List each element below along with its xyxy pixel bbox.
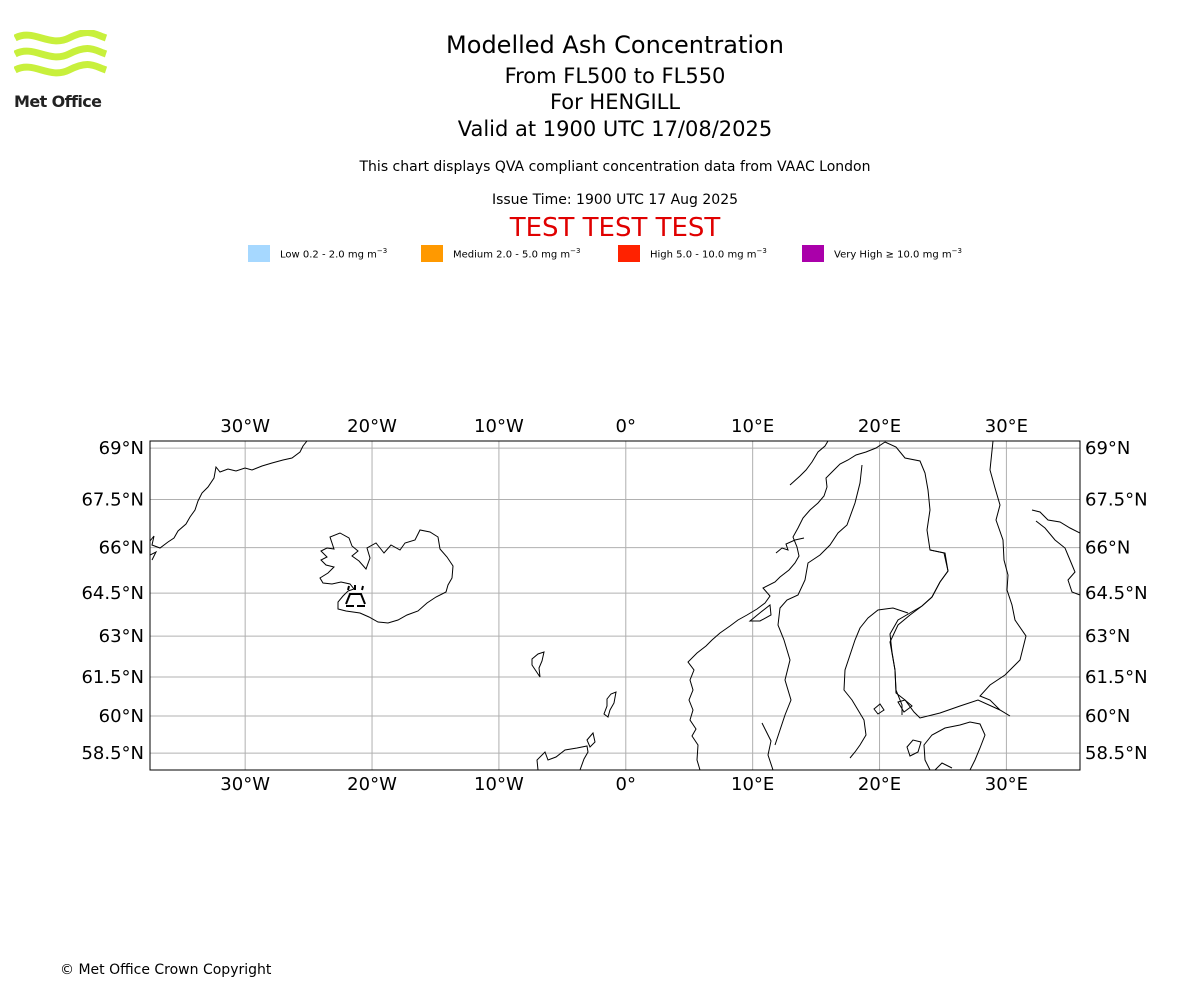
- legend-swatch-high: [618, 245, 640, 262]
- concentration-legend: Low 0.2 - 2.0 mg m−3 Medium 2.0 - 5.0 mg…: [0, 244, 1200, 264]
- kola-coastline: [1031, 509, 1080, 596]
- lat-label-right: 66°N: [1085, 538, 1130, 559]
- lon-label-top: 20°E: [858, 416, 901, 437]
- lon-label-top: 10°E: [731, 416, 774, 437]
- scotland-coastline: [536, 745, 589, 770]
- valid-time: Valid at 1900 UTC 17/08/2025: [457, 117, 773, 141]
- volcano-name: For HENGILL: [549, 90, 681, 114]
- lon-label-bottom: 30°E: [985, 774, 1028, 795]
- test-banner: TEST TEST TEST: [509, 213, 721, 243]
- lon-label-bottom: 10°E: [731, 774, 774, 795]
- estonia-coastline: [923, 721, 986, 770]
- flight-level-range: From FL500 to FL550: [504, 64, 726, 88]
- baltic-island: [906, 739, 922, 757]
- lon-label-top: 20°W: [347, 416, 397, 437]
- latitude-labels-left: 69°N 67.5°N 66°N 64.5°N 63°N 61.5°N 60°N 58.5°N: [81, 438, 144, 764]
- lon-label-bottom: 20°E: [858, 774, 901, 795]
- lat-label-left: 64.5°N: [81, 583, 144, 604]
- lat-label-left: 60°N: [99, 706, 144, 727]
- sweden-east-coast: [843, 607, 909, 759]
- map-gridlines: [150, 441, 1080, 770]
- legend-swatch-low: [248, 245, 270, 262]
- norway-islands: [775, 537, 805, 554]
- lat-label-left: 69°N: [99, 438, 144, 459]
- lat-label-left: 63°N: [99, 626, 144, 647]
- shetland-islands: [603, 691, 617, 718]
- met-office-logo: [14, 30, 108, 77]
- aland-islands: [873, 699, 913, 715]
- logo-wordmark: Met Office: [14, 92, 102, 111]
- copyright-notice: © Met Office Crown Copyright: [60, 962, 272, 978]
- norway-coastline: [687, 441, 886, 770]
- lat-label-left: 66°N: [99, 538, 144, 559]
- greenland-coastline: [150, 441, 308, 549]
- volcano-marker: [345, 585, 366, 607]
- legend-label-very-high: Very High ≥ 10.0 mg m−3: [834, 247, 962, 261]
- norway-north-islands: [789, 441, 829, 486]
- lat-label-right: 67.5°N: [1085, 489, 1148, 510]
- lat-label-left: 67.5°N: [81, 489, 144, 510]
- issue-time: Issue Time: 1900 UTC 17 Aug 2025: [491, 192, 739, 208]
- legend-label-high: High 5.0 - 10.0 mg m−3: [650, 247, 767, 261]
- chart-description: This chart displays QVA compliant concen…: [359, 159, 871, 175]
- lat-label-right: 69°N: [1085, 438, 1130, 459]
- lon-label-bottom: 10°W: [474, 774, 524, 795]
- norway-island-group: [748, 604, 772, 622]
- legend-swatch-very-high: [802, 245, 824, 262]
- longitude-labels-bottom: 30°W 20°W 10°W 0° 10°E 20°E 30°E: [220, 774, 1028, 795]
- greenland-coastline-fragment: [150, 550, 158, 561]
- latitude-labels-right: 69°N 67.5°N 66°N 64.5°N 63°N 61.5°N 60°N 58.5°N: [1085, 438, 1148, 764]
- iceland-coastline: [319, 529, 454, 624]
- orkney-islands: [586, 731, 596, 748]
- lon-label-bottom: 0°: [616, 774, 636, 795]
- lon-label-top: 0°: [616, 416, 636, 437]
- lat-label-right: 61.5°N: [1085, 667, 1148, 688]
- legend-swatch-medium: [421, 245, 443, 262]
- chart-title: Modelled Ash Concentration: [446, 31, 784, 59]
- finland-coastline: [889, 441, 1027, 719]
- legend-label-medium: Medium 2.0 - 5.0 mg m−3: [453, 247, 581, 261]
- norway-sweden-border: [774, 464, 863, 746]
- legend-label-low: Low 0.2 - 2.0 mg m−3: [280, 247, 388, 261]
- baltic-coast-fragment: [934, 762, 953, 770]
- longitude-labels-top: 30°W 20°W 10°W 0° 10°E 20°E 30°E: [220, 416, 1028, 437]
- lat-label-right: 60°N: [1085, 706, 1130, 727]
- lon-label-bottom: 30°W: [220, 774, 270, 795]
- lon-label-top: 10°W: [474, 416, 524, 437]
- lon-label-bottom: 20°W: [347, 774, 397, 795]
- lon-label-top: 30°E: [985, 416, 1028, 437]
- lat-label-left: 58.5°N: [81, 743, 144, 764]
- sweden-coastline: [761, 441, 949, 770]
- map-frame: [149, 440, 1081, 771]
- lat-label-right: 64.5°N: [1085, 583, 1148, 604]
- lat-label-right: 58.5°N: [1085, 743, 1148, 764]
- lat-label-right: 63°N: [1085, 626, 1130, 647]
- faroe-islands: [531, 651, 545, 678]
- lat-label-left: 61.5°N: [81, 667, 144, 688]
- lon-label-top: 30°W: [220, 416, 270, 437]
